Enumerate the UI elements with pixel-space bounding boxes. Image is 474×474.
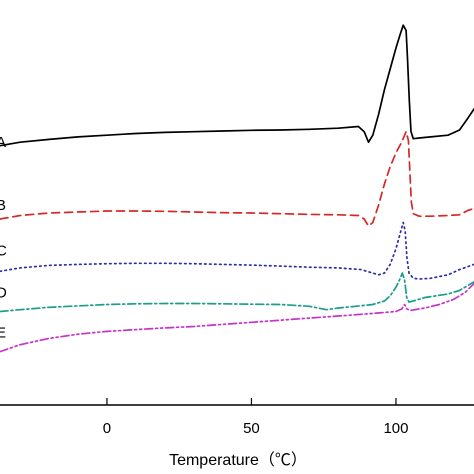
series-label-d: D <box>0 284 7 301</box>
series-labels: A B C D E <box>0 134 7 341</box>
x-tick-label: 50 <box>243 420 260 437</box>
series-curves <box>0 24 474 353</box>
x-axis-title: Temperature（℃） <box>169 451 307 469</box>
series-line-a <box>0 24 474 147</box>
series-label-c: C <box>0 242 7 259</box>
series-label-b: B <box>0 197 6 214</box>
series-line-e <box>0 282 474 353</box>
x-tick-label: 0 <box>103 420 111 437</box>
series-line-b <box>0 130 474 227</box>
x-ticks: 0 50 100 <box>103 398 408 437</box>
series-line-c <box>0 221 474 280</box>
x-tick-label: 100 <box>383 420 408 437</box>
series-line-d <box>0 272 474 313</box>
series-label-e: E <box>0 324 6 341</box>
series-label-a: A <box>0 134 6 151</box>
